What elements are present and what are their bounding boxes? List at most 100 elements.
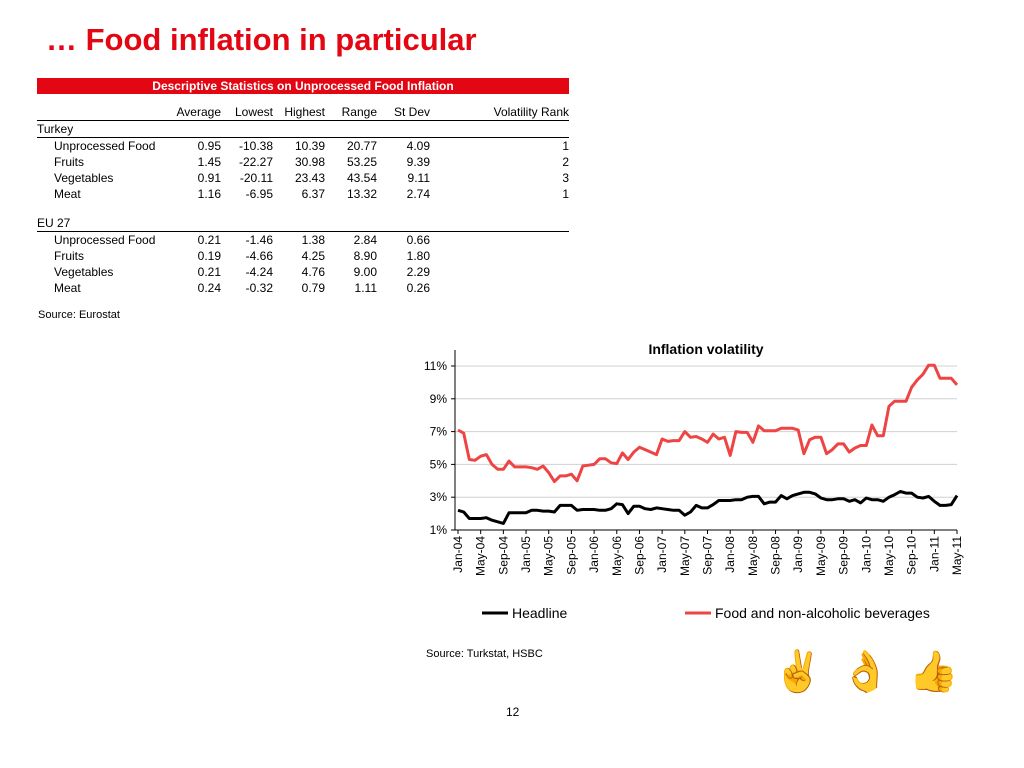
table-cell: 8.90 — [353, 249, 377, 263]
slide-title: … Food inflation in particular — [46, 22, 477, 57]
x-tick-label: Jan-10 — [859, 536, 873, 573]
table-cell: -20.11 — [239, 171, 273, 185]
x-tick-label: Sep-07 — [701, 536, 715, 575]
x-tick-label: Jan-06 — [587, 536, 601, 573]
header-cell: Average — [170, 94, 221, 121]
header-cell: Volatility Rank — [430, 94, 569, 121]
x-tick-label: May-07 — [678, 536, 692, 576]
x-tick-label: May-08 — [746, 536, 760, 576]
row-label: Fruits — [54, 249, 84, 263]
table-cell: 10.39 — [294, 139, 325, 153]
x-tick-label: May-06 — [610, 536, 624, 576]
ok-hand-icon: 👌 — [840, 650, 891, 694]
table-cell: 0.24 — [197, 281, 221, 295]
footer-icons: ✌ 👌 👍 — [773, 648, 976, 695]
header-cell: Lowest — [221, 94, 273, 121]
table-cell: 4.25 — [301, 249, 325, 263]
table-cell: -4.24 — [245, 265, 273, 279]
row-label: Unprocessed Food — [54, 233, 156, 247]
page-number: 12 — [506, 705, 520, 719]
row-label: Meat — [54, 281, 81, 295]
table-row: Vegetables 0.21 -4.24 4.76 9.00 2.29 — [37, 264, 569, 280]
table-cell: 2 — [562, 155, 569, 169]
table-cell: 1.11 — [354, 281, 377, 295]
x-tick-label: Jan-09 — [791, 536, 805, 573]
x-tick-label: Jan-05 — [519, 536, 533, 573]
group-label: EU 27 — [37, 215, 569, 232]
x-tick-label: Sep-06 — [632, 536, 646, 575]
table-cell: -10.38 — [238, 139, 273, 153]
x-tick-label: May-05 — [542, 536, 556, 576]
table-header-row: Average Lowest Highest Range St Dev Vola… — [37, 94, 569, 121]
stats-table: Descriptive Statistics on Unprocessed Fo… — [37, 78, 569, 296]
table-cell: -4.66 — [245, 249, 273, 263]
victory-hand-icon: ✌ — [773, 650, 823, 694]
table-cell: 0.26 — [406, 281, 430, 295]
table-cell: 3 — [562, 171, 569, 185]
row-label: Vegetables — [54, 171, 114, 185]
table-cell: 43.54 — [346, 171, 377, 185]
table-cell: 1 — [562, 139, 569, 153]
table-cell: 0.21 — [197, 233, 221, 247]
table-cell: 1.80 — [406, 249, 430, 263]
table-cell — [430, 264, 569, 280]
header-cell — [37, 94, 170, 121]
table-row: Vegetables 0.91 -20.11 23.43 43.54 9.11 … — [37, 170, 569, 186]
y-tick-label: 9% — [430, 392, 448, 406]
table-cell: 6.37 — [301, 187, 325, 201]
header-cell: Range — [325, 94, 377, 121]
legend-label: Headline — [512, 605, 567, 621]
table-row: Meat 1.16 -6.95 6.37 13.32 2.74 1 — [37, 186, 569, 202]
table-cell: 9.39 — [406, 155, 430, 169]
table-cell — [430, 280, 569, 296]
x-tick-label: Sep-04 — [496, 536, 510, 575]
table-source-note: Source: Eurostat — [38, 309, 120, 321]
x-tick-label: May-09 — [814, 536, 828, 576]
x-tick-label: Sep-09 — [837, 536, 851, 575]
y-tick-label: 5% — [430, 457, 448, 471]
row-label: Meat — [54, 187, 81, 201]
table-cell: -22.27 — [238, 155, 273, 169]
table-cell: 2.29 — [406, 265, 430, 279]
group-row-eu27: EU 27 — [37, 215, 569, 232]
table-cell: 53.25 — [346, 155, 377, 169]
table-cell: 0.95 — [197, 139, 221, 153]
table-cell: 2.74 — [406, 187, 430, 201]
x-tick-label: May-11 — [950, 536, 964, 575]
x-tick-label: Sep-08 — [769, 536, 783, 575]
table-cell: 1.45 — [197, 155, 221, 169]
y-tick-label: 3% — [430, 490, 448, 504]
legend-label: Food and non-alcoholic beverages — [715, 605, 930, 621]
table-cell: 0.66 — [406, 233, 430, 247]
table-row: Fruits 0.19 -4.66 4.25 8.90 1.80 — [37, 248, 569, 264]
table-cell: 30.98 — [294, 155, 325, 169]
chart-source-note: Source: Turkstat, HSBC — [426, 648, 543, 660]
chart-title: Inflation volatility — [648, 341, 763, 357]
group-row-turkey: Turkey — [37, 120, 569, 138]
x-tick-label: Jan-08 — [723, 536, 737, 573]
table-cell: -0.32 — [245, 281, 273, 295]
row-label: Unprocessed Food — [54, 139, 156, 153]
x-tick-label: Jan-04 — [451, 536, 465, 573]
y-tick-label: 11% — [424, 359, 447, 373]
table-cell: 23.43 — [294, 171, 325, 185]
row-label: Fruits — [54, 155, 84, 169]
table-row: Unprocessed Food 0.21 -1.46 1.38 2.84 0.… — [37, 232, 569, 249]
headline-series-line — [457, 490, 959, 525]
header-cell: Highest — [273, 94, 325, 121]
table-cell: 1 — [562, 187, 569, 201]
y-tick-label: 7% — [430, 425, 448, 439]
stats-table-title: Descriptive Statistics on Unprocessed Fo… — [37, 78, 569, 94]
table-cell: -1.46 — [245, 233, 273, 247]
table-row: Meat 0.24 -0.32 0.79 1.11 0.26 — [37, 280, 569, 296]
x-tick-label: Sep-10 — [905, 536, 919, 575]
x-tick-label: Jan-11 — [927, 536, 941, 572]
table-cell: 4.09 — [406, 139, 430, 153]
table-cell: 13.32 — [346, 187, 377, 201]
table-cell: 0.19 — [197, 249, 221, 263]
inflation-volatility-chart: Inflation volatility 1% 3% 5% 7% 9% 11% Jan-04 M… — [424, 341, 964, 621]
y-tick-label: 1% — [430, 523, 448, 537]
row-label: Vegetables — [54, 265, 114, 279]
table-cell: 0.91 — [197, 171, 221, 185]
table-cell: 1.38 — [301, 233, 325, 247]
